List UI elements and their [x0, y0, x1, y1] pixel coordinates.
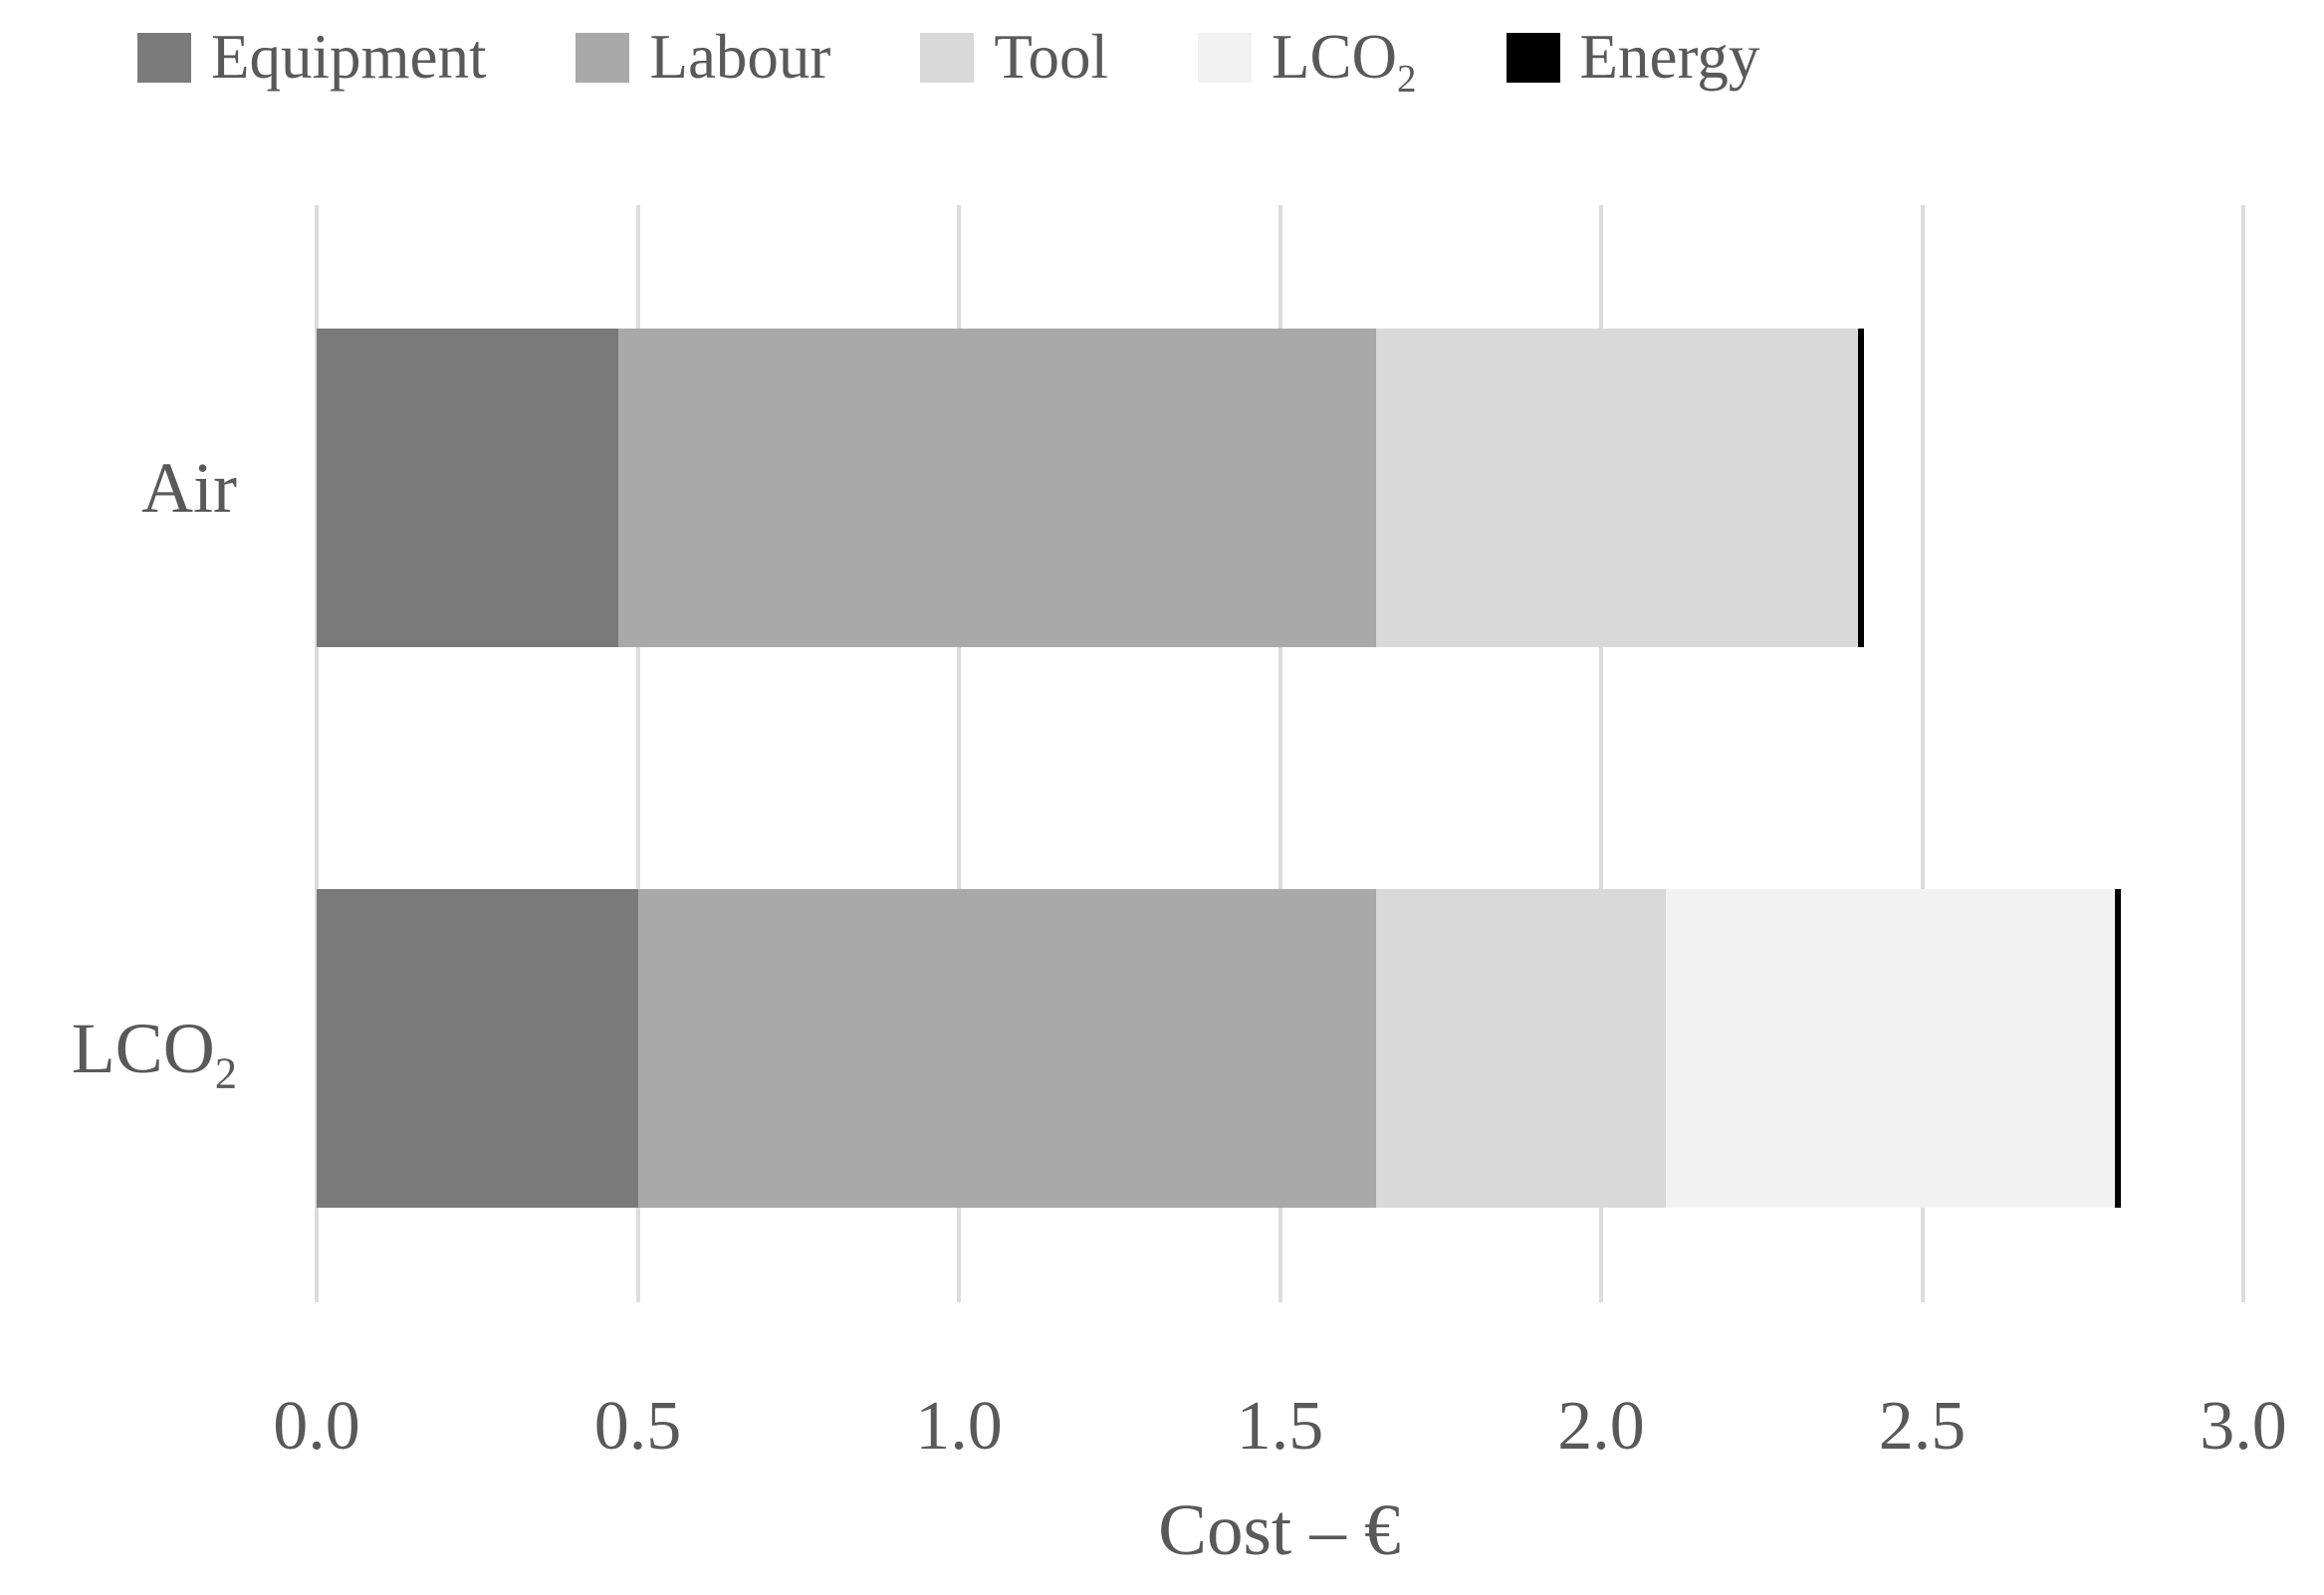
legend-swatch-equipment	[137, 32, 191, 83]
gridline-3.0	[2241, 205, 2245, 1302]
category-label-air: Air	[0, 438, 237, 538]
label-text: Energy	[1579, 22, 1760, 92]
plot-area	[315, 205, 2245, 1302]
bar-segment-lco2-energy	[2115, 889, 2122, 1208]
x-tick-label-2.0: 2.0	[1557, 1388, 1645, 1465]
label-text: Tool	[994, 22, 1108, 92]
bar-air	[317, 329, 2243, 647]
legend-swatch-labour	[576, 32, 630, 83]
x-tick-label-0.0: 0.0	[273, 1388, 360, 1465]
bar-segment-lco2-equipment	[317, 889, 638, 1208]
bar-segment-air-labour	[618, 329, 1377, 647]
legend-item-lco2: LCO2	[1198, 26, 1417, 99]
legend: Equipment Labour Tool LCO2 Energy	[137, 26, 1760, 99]
label-text: LCO	[71, 1009, 215, 1088]
label-subscript: 2	[214, 1047, 237, 1098]
label-text: Labour	[649, 22, 831, 92]
bar-segment-air-tool	[1376, 329, 1858, 647]
legend-label: Labour	[649, 26, 830, 89]
legend-label: Energy	[1580, 26, 1760, 89]
bar-segment-air-equipment	[317, 329, 619, 647]
gridline-2.0	[1599, 205, 1603, 1302]
legend-item-equipment: Equipment	[137, 26, 486, 89]
bar-segment-lco2-tool	[1376, 889, 1666, 1208]
label-text: Equipment	[211, 22, 487, 92]
gridline-1.0	[957, 205, 961, 1302]
x-axis-title: Cost – €	[1158, 1489, 1401, 1570]
label-text: LCO	[1272, 22, 1397, 92]
bar-segment-lco2-labour	[637, 889, 1377, 1208]
gridline-2.5	[1920, 205, 1925, 1302]
x-tick-label-3.0: 3.0	[2200, 1388, 2287, 1465]
legend-label: LCO2	[1272, 26, 1417, 99]
gridline-0.5	[635, 205, 640, 1302]
legend-label: Tool	[994, 26, 1108, 89]
legend-item-energy: Energy	[1506, 26, 1760, 89]
bar-segment-air-energy	[1858, 329, 1865, 647]
category-label-lco2: LCO2	[0, 999, 237, 1098]
x-tick-label-1.5: 1.5	[1236, 1388, 1324, 1465]
bar-segment-lco2-lco2	[1665, 889, 2115, 1208]
x-tick-label-0.5: 0.5	[593, 1388, 682, 1465]
legend-swatch-lco2	[1198, 32, 1252, 83]
legend-label: Equipment	[211, 26, 486, 89]
legend-item-tool: Tool	[920, 26, 1108, 89]
label-text: Air	[141, 448, 237, 528]
x-tick-label-2.5: 2.5	[1878, 1388, 1967, 1465]
gridline-0.0	[315, 205, 319, 1302]
label-subscript: 2	[1397, 57, 1417, 101]
legend-swatch-tool	[920, 32, 975, 83]
gridline-1.5	[1278, 205, 1282, 1302]
bar-lco2	[317, 889, 2243, 1208]
legend-swatch-energy	[1506, 32, 1560, 83]
x-tick-label-1.0: 1.0	[915, 1388, 1003, 1465]
legend-item-labour: Labour	[576, 26, 830, 89]
